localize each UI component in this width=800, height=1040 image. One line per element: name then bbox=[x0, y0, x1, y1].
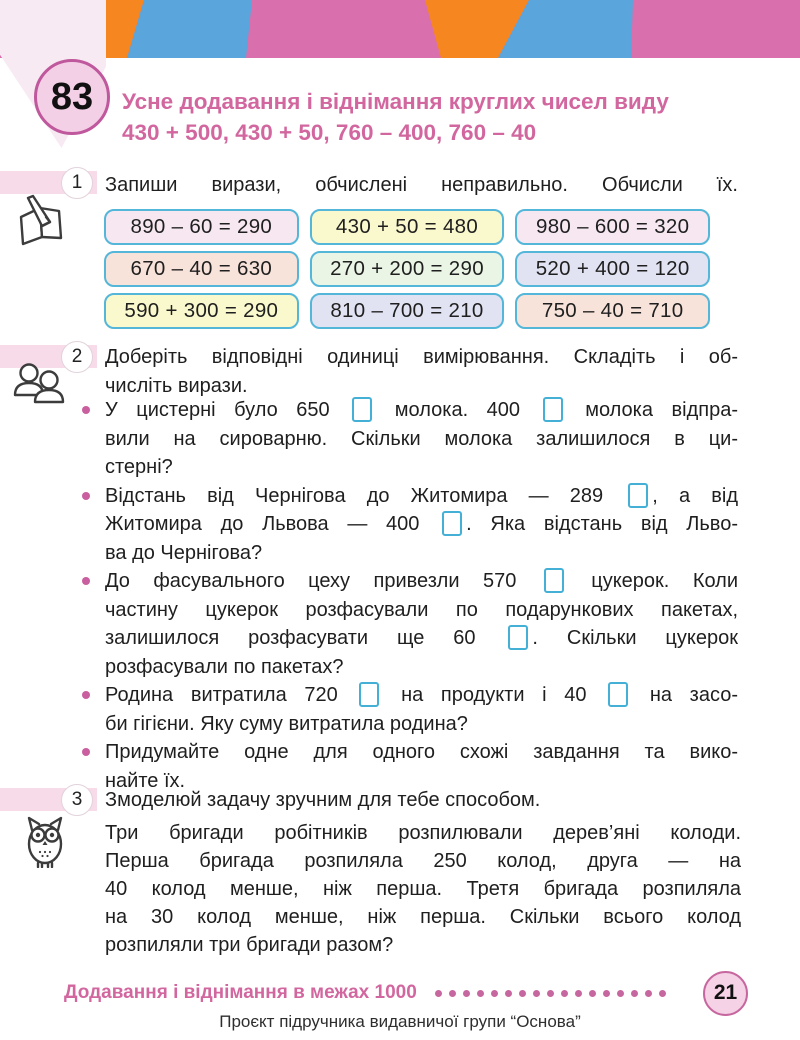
bullet-dot bbox=[82, 577, 90, 585]
leader-dot bbox=[644, 989, 652, 997]
bullet-list: У цистерні було 650 молока. 400 молока в… bbox=[80, 396, 738, 795]
text-line: вили на сироварню. Скільки молока залиши… bbox=[105, 427, 738, 450]
footer-section-label: Додавання і віднімання в межах 1000 bbox=[64, 982, 417, 1003]
task3-number: 3 bbox=[71, 789, 83, 810]
unit-answer-box bbox=[628, 482, 649, 508]
leader-dot bbox=[518, 989, 526, 997]
unit-answer-box bbox=[608, 682, 629, 707]
leader-dot bbox=[434, 989, 442, 997]
notebook-pencil-icon bbox=[16, 194, 68, 248]
text-line: найте їх. bbox=[105, 769, 186, 792]
leader-dot bbox=[602, 989, 610, 997]
page-title-line1: Усне додавання і віднімання круглих чисе… bbox=[122, 89, 669, 114]
leader-dot bbox=[616, 989, 624, 997]
expression-box: 590 + 300 = 290 bbox=[104, 293, 299, 329]
task-heading: Доберіть відповідні одиниці вимірювання.… bbox=[105, 343, 738, 401]
task-number-badge: 1 bbox=[61, 167, 93, 199]
task-heading: Запиши вирази, обчислені неправильно. Об… bbox=[105, 171, 738, 200]
bullet-dot bbox=[82, 748, 90, 756]
leader-dot bbox=[462, 989, 470, 997]
leader-dot bbox=[574, 989, 582, 997]
text-line: Три бригади робітників розпилювали дерев… bbox=[105, 822, 741, 844]
leader-dot bbox=[658, 989, 666, 997]
top-banner bbox=[0, 0, 800, 58]
text-line: Перша бригада розпиляла 250 колод, друга… bbox=[105, 850, 741, 872]
expression-box: 270 + 200 = 290 bbox=[309, 251, 505, 287]
unit-answer-box bbox=[359, 682, 380, 707]
bullet-item: Придумайте одне для одного схожі завданн… bbox=[80, 738, 738, 795]
task2-number: 2 bbox=[71, 346, 83, 367]
credit-line: Проєкт підручника видавничої групи “Осно… bbox=[219, 1012, 581, 1031]
text-line: частину цукерок розфасували по подарунко… bbox=[105, 598, 738, 621]
expression-grid: 890 – 60 = 290 430 + 50 = 480 980 – 600 = … bbox=[104, 209, 710, 329]
bullet-text: До фасувального цеху привезли 570 цукеро… bbox=[105, 567, 738, 681]
text-line: Запиши вирази, обчислені неправильно. Об… bbox=[105, 174, 738, 196]
text-line: Доберіть відповідні одиниці вимірювання.… bbox=[105, 346, 738, 368]
task-body-text: Три бригади робітників розпилювали дерев… bbox=[105, 819, 741, 959]
lesson-number: 83 bbox=[50, 75, 94, 118]
page-number: 21 bbox=[713, 981, 738, 1004]
leader-dot bbox=[448, 989, 456, 997]
page-title: Усне додавання і віднімання круглих чисе… bbox=[122, 86, 790, 148]
text-line: 40 колод менше, ніж перша. Третя бригада… bbox=[105, 878, 741, 900]
expression-box: 810 – 700 = 210 bbox=[309, 293, 505, 329]
expression-box: 520 + 400 = 120 bbox=[515, 251, 710, 287]
task-number-badge: 3 bbox=[61, 784, 93, 816]
dots-leader bbox=[434, 989, 666, 997]
text-line: розфасували по пакетах? bbox=[105, 655, 344, 678]
expression-box: 750 – 40 = 710 bbox=[515, 293, 710, 329]
text-line: Відстань від Чернігова до Житомира — 289… bbox=[105, 482, 738, 508]
task1-number: 1 bbox=[71, 172, 83, 193]
leader-dot bbox=[546, 989, 554, 997]
lesson-number-badge: 83 bbox=[34, 59, 110, 135]
text-line: Змоделюй задачу зручним для тебе способо… bbox=[105, 789, 541, 811]
unit-answer-box bbox=[542, 397, 563, 422]
bullet-item: Родина витратила 720 на продукти і 40 на… bbox=[80, 681, 738, 738]
text-line: розпиляли три бригади разом? bbox=[105, 934, 394, 956]
text-line: на 30 колод менше, ніж перша. Скільки вс… bbox=[105, 906, 741, 928]
bullet-dot bbox=[82, 691, 90, 699]
unit-answer-box bbox=[442, 511, 463, 536]
expression-box: 430 + 50 = 480 bbox=[309, 209, 505, 245]
bullet-text: Родина витратила 720 на продукти і 40 на… bbox=[105, 681, 738, 738]
leader-dot bbox=[560, 989, 568, 997]
text-line: залишилося розфасувати ще 60 . Скільки ц… bbox=[105, 625, 738, 650]
unit-answer-box bbox=[508, 625, 529, 650]
leader-dot bbox=[490, 989, 498, 997]
bullet-item: До фасувального цеху привезли 570 цукеро… bbox=[80, 567, 738, 681]
bullet-text: Придумайте одне для одного схожі завданн… bbox=[105, 738, 738, 795]
leader-dot bbox=[476, 989, 484, 997]
bullet-dot bbox=[82, 491, 90, 500]
leader-dot bbox=[504, 989, 512, 997]
text-line: У цистерні було 650 молока. 400 молока в… bbox=[105, 397, 738, 422]
task-number-badge: 2 bbox=[61, 341, 93, 373]
task-heading: Змоделюй задачу зручним для тебе способо… bbox=[105, 786, 738, 815]
leader-dot bbox=[532, 989, 540, 997]
text-line: числіть вирази. bbox=[105, 375, 248, 397]
page-number-badge: 21 bbox=[703, 970, 748, 1016]
bullet-text: У цистерні було 650 молока. 400 молока в… bbox=[105, 396, 738, 482]
text-line: Житомира до Львова — 400 . Яка відстань … bbox=[105, 511, 738, 536]
bullet-text: Відстань від Чернігова до Житомира — 289… bbox=[105, 482, 738, 568]
owl-icon bbox=[22, 814, 68, 869]
text-line: стерні? bbox=[105, 456, 173, 478]
text-line: Родина витратила 720 на продукти і 40 на… bbox=[105, 682, 738, 707]
expression-box: 980 – 600 = 320 bbox=[515, 209, 710, 245]
unit-answer-box bbox=[352, 397, 373, 422]
text-line: би гігієни. Яку суму витратила родина? bbox=[105, 712, 468, 735]
pair-work-icon bbox=[12, 360, 68, 418]
leader-dot bbox=[588, 989, 596, 997]
leader-dot bbox=[630, 989, 638, 997]
expression-box: 670 – 40 = 630 bbox=[104, 251, 299, 287]
bullet-item: У цистерні було 650 молока. 400 молока в… bbox=[80, 396, 738, 482]
footer: Додавання і віднімання в межах 1000 21 bbox=[64, 970, 748, 1016]
page-title-line2: 430 + 500, 430 + 50, 760 – 400, 760 – 40 bbox=[122, 120, 537, 145]
text-line: До фасувального цеху привезли 570 цукеро… bbox=[105, 568, 738, 593]
text-line: ва до Чернігова? bbox=[105, 541, 263, 564]
bullet-dot bbox=[82, 406, 90, 414]
bullet-item: Відстань від Чернігова до Житомира — 289… bbox=[80, 482, 738, 568]
unit-answer-box bbox=[543, 568, 564, 593]
text-line: Придумайте одне для одного схожі завданн… bbox=[105, 741, 738, 763]
expression-box: 890 – 60 = 290 bbox=[104, 209, 299, 245]
